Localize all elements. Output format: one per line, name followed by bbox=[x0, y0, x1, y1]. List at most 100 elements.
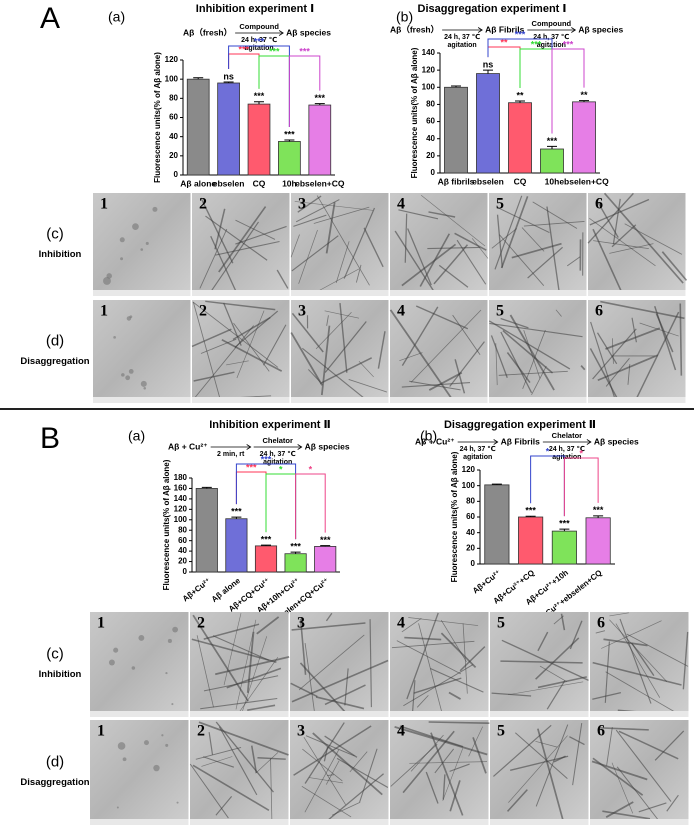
micrograph-footer bbox=[192, 397, 290, 403]
panel-label: (b) bbox=[420, 428, 437, 444]
micrograph-number: 3 bbox=[298, 303, 306, 320]
particle bbox=[153, 764, 160, 772]
fibril bbox=[236, 310, 265, 379]
scheme-arrowhead bbox=[586, 439, 592, 445]
fibril bbox=[359, 748, 378, 803]
fibril bbox=[191, 638, 277, 663]
micrograph-number: 5 bbox=[497, 723, 505, 740]
scheme-arrowhead bbox=[477, 27, 483, 33]
comparison-label: ** bbox=[500, 37, 508, 47]
micrograph-image bbox=[192, 193, 290, 296]
fibril bbox=[498, 370, 568, 376]
error-bar bbox=[314, 103, 325, 106]
fibril bbox=[325, 612, 333, 622]
scheme-text: agitation bbox=[448, 42, 477, 49]
significance-mark: ** bbox=[516, 90, 524, 100]
fibril bbox=[325, 202, 336, 254]
fibril bbox=[410, 309, 482, 383]
fibril bbox=[420, 194, 486, 247]
fibril bbox=[270, 758, 273, 824]
micrograph: 5 bbox=[489, 193, 587, 296]
scheme-text: Aβ + Cu²⁺ bbox=[168, 441, 208, 451]
comparison-bracket bbox=[551, 48, 585, 134]
comparison-bracket bbox=[295, 473, 326, 540]
fibril bbox=[235, 219, 276, 240]
scheme-text: Aβ species bbox=[578, 24, 623, 34]
fibril bbox=[319, 357, 373, 385]
fibril bbox=[553, 615, 564, 625]
fibril bbox=[215, 656, 290, 676]
fibril bbox=[638, 802, 667, 813]
bar bbox=[508, 102, 532, 174]
fibril bbox=[682, 631, 689, 690]
fibril bbox=[514, 732, 568, 780]
micrograph-number: 6 bbox=[597, 723, 605, 740]
particle bbox=[165, 671, 168, 675]
fibril bbox=[449, 341, 485, 387]
error-bar bbox=[579, 100, 589, 102]
error-bar bbox=[320, 545, 331, 547]
fibril bbox=[604, 641, 610, 703]
micrograph-footer bbox=[290, 711, 389, 717]
fibril bbox=[205, 215, 268, 261]
fibril bbox=[634, 311, 680, 402]
fibril bbox=[235, 225, 287, 245]
scheme-text: Aβ species bbox=[594, 436, 639, 446]
micrograph-number: 2 bbox=[197, 615, 205, 632]
fibril bbox=[326, 315, 329, 326]
micrograph-footer bbox=[590, 711, 689, 717]
y-tick-label: 60 bbox=[466, 512, 475, 521]
x-tick-label: ebselen+CQ bbox=[559, 176, 609, 186]
particle bbox=[171, 703, 174, 706]
x-tick-label: Aβ alone bbox=[180, 178, 216, 188]
fibril bbox=[404, 213, 408, 263]
fibril bbox=[427, 246, 480, 250]
micrograph-image bbox=[590, 720, 689, 825]
fibril bbox=[316, 195, 370, 286]
scheme-text: Aβ species bbox=[286, 27, 331, 37]
micrograph-footer bbox=[588, 397, 686, 403]
fibril bbox=[603, 192, 684, 284]
micrograph: 5 bbox=[490, 612, 589, 717]
fibril bbox=[256, 616, 280, 635]
error-bar bbox=[231, 516, 242, 519]
y-axis-label: Fluorescence units(% of Aβ alone) bbox=[410, 47, 419, 178]
fibril bbox=[626, 633, 689, 667]
fibril bbox=[324, 321, 367, 373]
fibril bbox=[276, 269, 289, 289]
particle bbox=[176, 801, 179, 804]
fibril bbox=[566, 256, 581, 267]
fibril bbox=[448, 691, 461, 700]
fibril bbox=[430, 732, 464, 816]
fibril bbox=[537, 631, 549, 652]
micrograph-number: 6 bbox=[595, 303, 603, 320]
scheme-text: agitation bbox=[537, 42, 566, 49]
micrograph-footer bbox=[390, 397, 488, 403]
comparison-bracket bbox=[288, 55, 321, 128]
fibril bbox=[639, 322, 679, 337]
fibril bbox=[358, 361, 374, 378]
y-tick-label: 80 bbox=[466, 496, 475, 505]
fibril bbox=[589, 198, 650, 226]
significance-mark: *** bbox=[290, 542, 301, 552]
fibril bbox=[407, 228, 432, 286]
fibril bbox=[416, 695, 429, 708]
comparison-label: *** bbox=[246, 462, 257, 472]
fibril bbox=[290, 234, 300, 258]
chart-title: Inhibition experiment Ⅱ bbox=[209, 419, 331, 431]
micrograph-number: 5 bbox=[496, 303, 504, 320]
chart-title: Disaggregation experiment Ⅰ bbox=[418, 3, 567, 15]
particle bbox=[145, 241, 149, 245]
fibril bbox=[606, 727, 613, 766]
micrograph-footer bbox=[291, 397, 389, 403]
y-tick-label: 20 bbox=[466, 543, 475, 552]
fibril bbox=[406, 612, 439, 700]
bar bbox=[308, 104, 332, 176]
particle bbox=[161, 734, 164, 737]
micrograph-footer bbox=[190, 819, 289, 825]
fibril bbox=[293, 725, 372, 776]
fibril bbox=[226, 360, 249, 366]
fibril bbox=[200, 197, 234, 264]
particle bbox=[128, 369, 134, 374]
